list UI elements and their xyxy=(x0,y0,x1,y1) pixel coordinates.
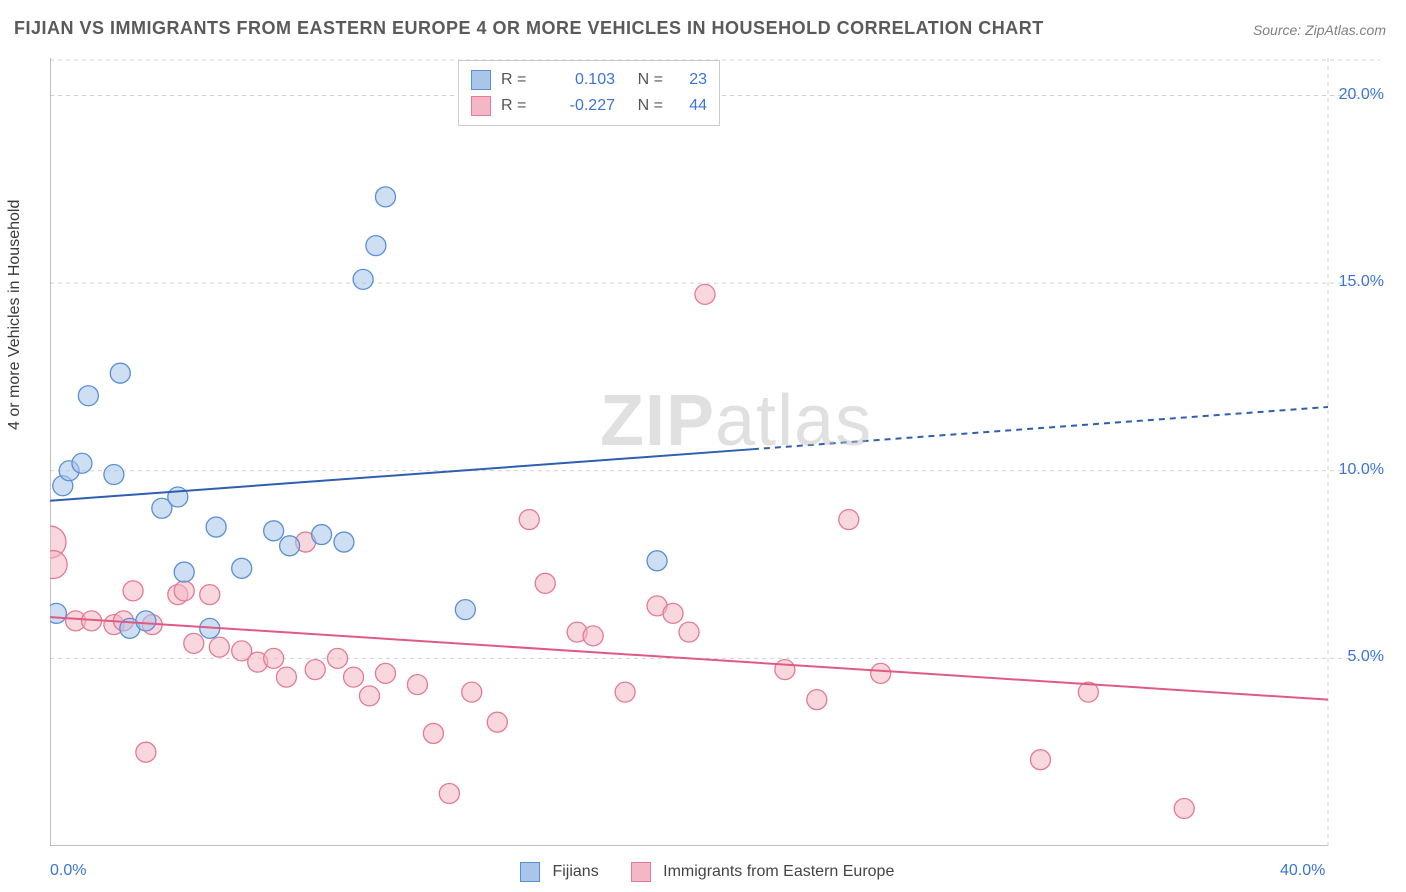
y-tick-label: 15.0% xyxy=(1339,273,1384,291)
correlation-chart: FIJIAN VS IMMIGRANTS FROM EASTERN EUROPE… xyxy=(0,0,1406,892)
y-tick-label: 20.0% xyxy=(1339,86,1384,104)
legend-label: Fijians xyxy=(552,863,598,880)
source-attribution: Source: ZipAtlas.com xyxy=(1253,22,1386,38)
legend-stats-row: R = -0.227 N = 44 xyxy=(471,93,707,119)
legend-stats-row: R = 0.103 N = 23 xyxy=(471,67,707,93)
chart-title: FIJIAN VS IMMIGRANTS FROM EASTERN EUROPE… xyxy=(14,18,1044,39)
plot-area xyxy=(50,58,1380,846)
r-value: -0.227 xyxy=(545,97,615,115)
x-tick-label: 0.0% xyxy=(50,862,86,880)
y-tick-label: 10.0% xyxy=(1339,461,1384,479)
r-label: R = xyxy=(501,97,535,115)
legend-swatch-fijians xyxy=(520,862,540,882)
x-tick-label: 40.0% xyxy=(1280,862,1325,880)
legend-label: Immigrants from Eastern Europe xyxy=(663,863,894,880)
n-label: N = xyxy=(625,71,663,89)
legend-swatch-eastern-europe xyxy=(471,96,491,116)
y-tick-label: 5.0% xyxy=(1348,648,1384,666)
legend-series: Fijians Immigrants from Eastern Europe xyxy=(520,862,894,882)
r-value: 0.103 xyxy=(545,71,615,89)
y-axis-label: 4 or more Vehicles in Household xyxy=(6,200,24,430)
n-value: 23 xyxy=(673,71,707,89)
r-label: R = xyxy=(501,71,535,89)
n-value: 44 xyxy=(673,97,707,115)
legend-swatch-fijians xyxy=(471,70,491,90)
legend-stats: R = 0.103 N = 23 R = -0.227 N = 44 xyxy=(458,60,720,126)
legend-swatch-eastern-europe xyxy=(631,862,651,882)
legend-item-eastern-europe: Immigrants from Eastern Europe xyxy=(631,862,895,882)
n-label: N = xyxy=(625,97,663,115)
legend-item-fijians: Fijians xyxy=(520,862,599,882)
